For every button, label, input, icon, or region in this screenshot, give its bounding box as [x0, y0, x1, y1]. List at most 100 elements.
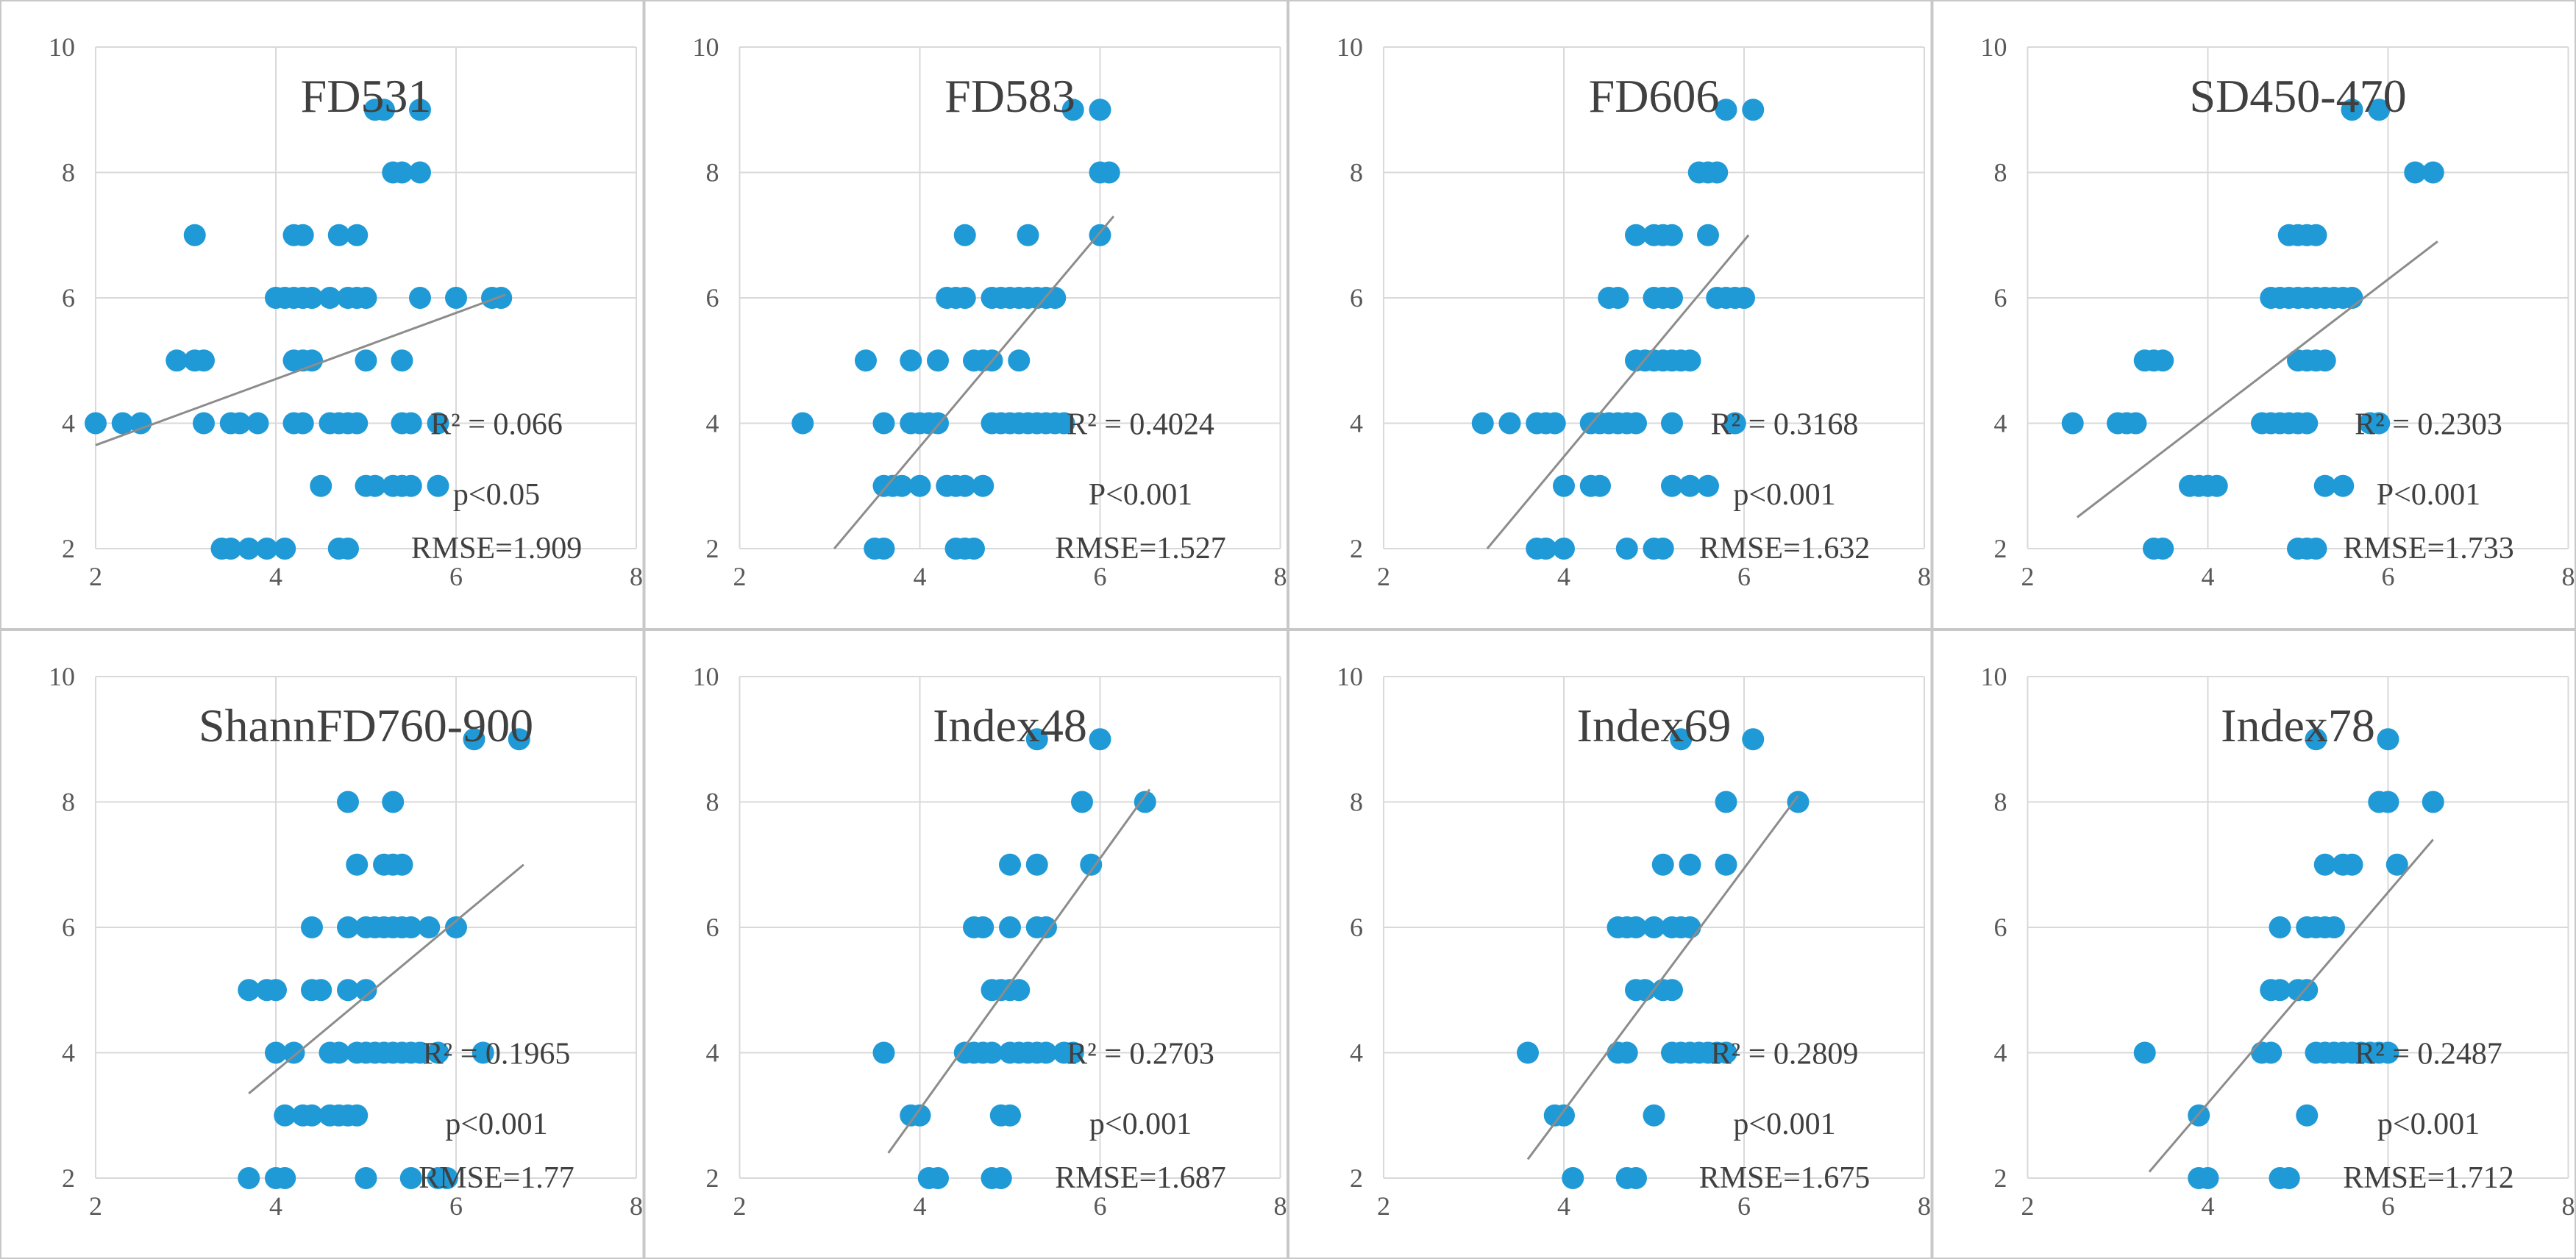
- chart-title: FD606: [1589, 70, 1720, 122]
- stats-label: RMSE=1.675: [1699, 1161, 1871, 1195]
- data-point: [2152, 349, 2174, 372]
- data-point: [1071, 791, 1093, 813]
- data-point: [872, 412, 895, 435]
- data-point: [908, 474, 931, 497]
- data-point: [111, 412, 134, 435]
- y-tick-label: 8: [706, 788, 719, 817]
- y-tick-label: 4: [1994, 409, 2007, 438]
- data-point: [1679, 853, 1701, 876]
- data-point: [310, 979, 332, 1002]
- data-point: [391, 161, 413, 184]
- data-point: [472, 1041, 494, 1064]
- x-tick-label: 4: [269, 1191, 282, 1221]
- data-point: [301, 349, 323, 372]
- data-point: [301, 1104, 323, 1127]
- data-point: [2313, 853, 2336, 876]
- data-point: [908, 1104, 931, 1127]
- data-point: [2377, 728, 2399, 751]
- x-tick-label: 6: [1737, 562, 1751, 591]
- y-tick-label: 2: [1350, 1163, 1363, 1193]
- y-tick-label: 10: [1981, 32, 2007, 62]
- data-point: [1061, 99, 1084, 121]
- y-tick-label: 10: [49, 662, 75, 691]
- x-tick-label: 4: [2202, 1191, 2215, 1221]
- data-point: [1643, 916, 1665, 938]
- data-point: [445, 916, 467, 938]
- stats-label: RMSE=1.687: [1055, 1161, 1226, 1195]
- chart-title: Index48: [933, 699, 1087, 752]
- x-tick-label: 6: [1094, 1191, 1107, 1221]
- data-point: [301, 287, 323, 309]
- y-tick-label: 10: [1337, 662, 1363, 691]
- data-point: [238, 538, 260, 560]
- data-point: [1697, 474, 1719, 497]
- data-point: [355, 349, 377, 372]
- y-tick-label: 2: [706, 1163, 719, 1193]
- data-point: [1643, 1104, 1665, 1127]
- y-tick-label: 2: [1994, 534, 2007, 563]
- y-tick-label: 6: [62, 283, 75, 313]
- x-tick-label: 8: [630, 1191, 643, 1221]
- y-tick-label: 6: [706, 283, 719, 313]
- data-point: [373, 99, 395, 121]
- y-tick-label: 2: [706, 534, 719, 563]
- data-point: [1044, 287, 1067, 309]
- data-point: [246, 412, 269, 435]
- data-point: [355, 287, 377, 309]
- data-point: [355, 979, 377, 1002]
- data-point: [85, 412, 107, 435]
- data-point: [953, 287, 976, 309]
- y-tick-label: 8: [1350, 158, 1363, 188]
- data-point: [355, 1167, 377, 1189]
- x-tick-label: 2: [1377, 562, 1390, 591]
- y-tick-label: 10: [49, 32, 75, 62]
- data-point: [1543, 412, 1566, 435]
- panel-border: [0, 630, 644, 1259]
- data-point: [2260, 1041, 2283, 1064]
- x-tick-label: 6: [449, 562, 463, 591]
- x-tick-label: 4: [1557, 562, 1570, 591]
- data-point: [409, 287, 431, 309]
- stats-label: p<0.001: [1089, 1108, 1192, 1141]
- data-point: [1715, 99, 1737, 121]
- chart-panel-8: 2 4 6 8 2 4 6 8 10 Index78 R² = 0.2487 p<0.001 RMSE=…: [1932, 630, 2576, 1259]
- data-point: [2422, 161, 2444, 184]
- data-point: [1733, 287, 1755, 309]
- x-tick-label: 4: [914, 562, 927, 591]
- data-point: [463, 728, 485, 751]
- data-point: [1615, 1041, 1638, 1064]
- data-point: [1553, 538, 1575, 560]
- y-tick-label: 4: [62, 409, 75, 438]
- data-point: [291, 412, 314, 435]
- y-tick-label: 8: [62, 158, 75, 188]
- y-tick-label: 10: [1981, 662, 2007, 691]
- trendline: [248, 863, 524, 1095]
- data-point: [1706, 161, 1729, 184]
- x-tick-label: 8: [2562, 1191, 2575, 1221]
- stats-label: R² = 0.2703: [1067, 1038, 1214, 1071]
- data-point: [999, 853, 1021, 876]
- y-tick-label: 4: [62, 1038, 75, 1068]
- data-point: [999, 916, 1021, 938]
- panel-border: [644, 630, 1288, 1259]
- y-tick-label: 10: [693, 32, 719, 62]
- data-point: [2196, 1167, 2219, 1189]
- chart-title: FD531: [301, 70, 432, 122]
- data-point: [1679, 916, 1701, 938]
- data-point: [508, 728, 530, 751]
- data-point: [1787, 791, 1810, 813]
- data-point: [445, 287, 467, 309]
- panel-border: [1288, 0, 1932, 630]
- data-point: [193, 412, 215, 435]
- data-point: [219, 538, 242, 560]
- y-tick-label: 4: [1994, 1038, 2007, 1068]
- data-point: [999, 1104, 1021, 1127]
- data-point: [2296, 1104, 2319, 1127]
- data-point: [1017, 224, 1039, 246]
- data-point: [435, 1167, 458, 1189]
- x-tick-label: 4: [269, 562, 282, 591]
- y-tick-label: 4: [1350, 409, 1363, 438]
- x-tick-label: 2: [733, 562, 747, 591]
- chart-title: SD450-470: [2189, 70, 2406, 122]
